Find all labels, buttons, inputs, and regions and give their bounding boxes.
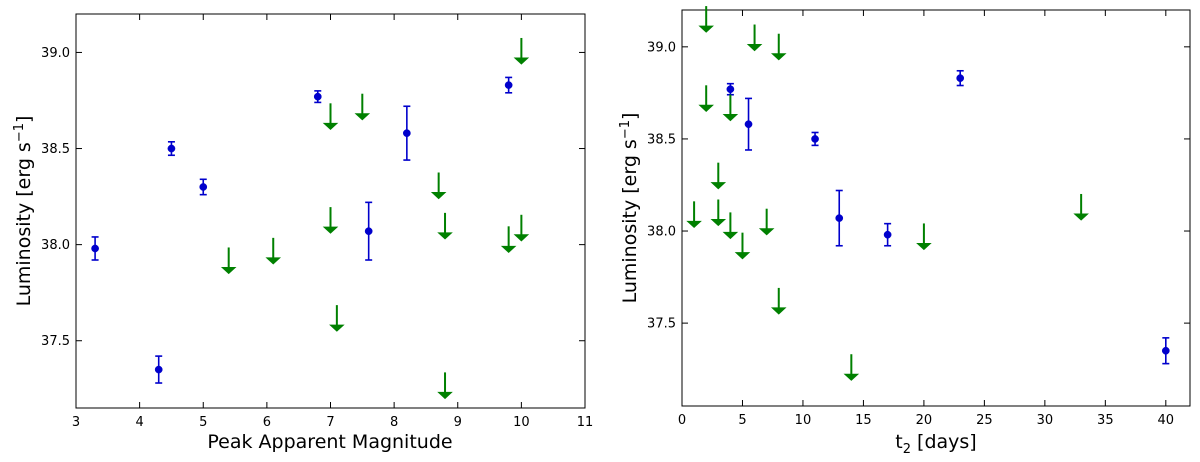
marks-right (686, 6, 1170, 381)
x-tick-label: 25 (976, 413, 993, 428)
x-tick-label: 35 (1097, 413, 1114, 428)
data-point (744, 120, 753, 129)
x-axis-label-left: Peak Apparent Magnitude (207, 431, 452, 453)
ticks-left: 3 4 5 6 7 8 9 10 11 37.5 38.0 38.5 39.0 (41, 14, 593, 430)
y-tick-label: 37.5 (41, 334, 70, 349)
x-tick-label: 3 (72, 415, 80, 430)
x-tick-label: 20 (916, 413, 933, 428)
x-tick-label: 7 (326, 415, 334, 430)
data-point (883, 230, 892, 239)
x-tick-label: 10 (513, 415, 530, 430)
x-tick-label: 0 (678, 413, 686, 428)
data-point (504, 81, 513, 89)
data-point (811, 135, 819, 143)
marks-left (91, 37, 530, 400)
x-tick-label: 40 (1158, 413, 1175, 428)
upper-limit-arrowhead (698, 104, 714, 112)
upper-limit-arrowhead (354, 113, 371, 121)
upper-limit-arrowhead (322, 122, 339, 130)
data-point (91, 244, 99, 253)
data-point (726, 85, 735, 94)
upper-limit-arrowhead (329, 324, 345, 332)
y-tick-label: 39.0 (647, 40, 676, 55)
data-point (956, 74, 965, 82)
upper-limit-arrowhead (686, 220, 702, 229)
chart-right: 0 5 10 15 20 25 30 35 40 37.5 38.0 38.5 39.0 t2 [day… (618, 6, 1191, 457)
upper-limit-arrowhead (710, 182, 727, 190)
upper-limit-arrowhead (770, 307, 787, 315)
upper-limit-arrowhead (220, 266, 237, 275)
upper-limit-arrowhead (916, 242, 932, 251)
data-point (1161, 346, 1170, 355)
upper-limit-arrowhead (437, 391, 453, 400)
x-axis-label-right: t2 [days] (895, 431, 976, 457)
y-tick-label: 38.5 (41, 142, 70, 157)
upper-limit-arrowhead (710, 218, 727, 227)
data-point (403, 129, 411, 138)
x-tick-label: 9 (454, 415, 462, 430)
upper-limit-arrowhead (746, 44, 763, 52)
y-tick-label: 38.0 (41, 238, 70, 253)
upper-limit-arrowhead (513, 57, 530, 65)
upper-limit-arrowhead (430, 192, 447, 200)
upper-limit-arrowhead (758, 228, 775, 236)
x-tick-label: 8 (390, 415, 398, 430)
y-axis-label-right: Luminosity [erg s−1] (618, 113, 641, 304)
upper-limit-arrowhead (843, 373, 860, 381)
x-tick-label: 15 (855, 413, 872, 428)
upper-limit-arrowhead (698, 25, 714, 33)
data-point (154, 365, 163, 374)
upper-limit-arrowhead (513, 234, 530, 242)
upper-limit-arrowhead (770, 53, 787, 61)
upper-limit-arrowhead (722, 114, 739, 122)
y-tick-label: 37.5 (647, 317, 676, 332)
data-point (364, 227, 373, 236)
y-tick-label: 38.5 (647, 132, 676, 147)
upper-limit-arrowhead (722, 231, 739, 240)
upper-limit-arrowhead (1073, 213, 1089, 221)
upper-limit-arrowhead (322, 226, 339, 234)
upper-limit-arrowhead (437, 232, 453, 240)
x-tick-label: 5 (199, 415, 207, 430)
ticks-right: 0 5 10 15 20 25 30 35 40 37.5 38.0 38.5 39.0 (647, 10, 1190, 428)
x-tick-label: 6 (263, 415, 271, 430)
x-tick-label: 30 (1037, 413, 1054, 428)
data-point (313, 92, 322, 101)
data-point (199, 183, 208, 191)
upper-limit-arrowhead (500, 245, 517, 254)
data-point (167, 144, 176, 153)
y-tick-label: 38.0 (647, 225, 676, 240)
upper-limit-arrowhead (265, 257, 282, 265)
data-point (835, 214, 844, 222)
plot-frame-right (681, 9, 1191, 407)
y-axis-label-left: Luminosity [erg s−1] (12, 116, 35, 307)
x-tick-label: 11 (577, 415, 594, 430)
x-tick-label: 10 (795, 413, 812, 428)
y-tick-label: 39.0 (41, 46, 70, 61)
chart-left: 3 4 5 6 7 8 9 10 11 37.5 38.0 38.5 39.0 Peak Apparen… (12, 13, 593, 453)
x-tick-label: 5 (738, 413, 746, 428)
x-tick-label: 4 (135, 415, 143, 430)
upper-limit-arrowhead (734, 252, 751, 260)
